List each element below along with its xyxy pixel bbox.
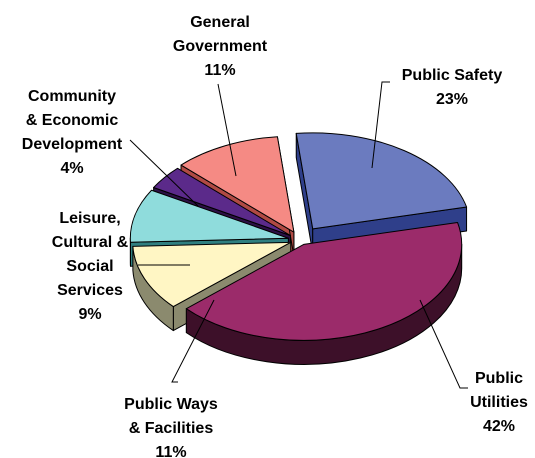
label-general-government-line-2: Government — [173, 38, 268, 55]
leader-lines — [129, 81, 468, 389]
label-public-ways-line-1: Public Ways — [124, 396, 218, 413]
slice-public-utilities — [185, 221, 463, 341]
leader-public-safety — [371, 81, 390, 169]
label-public-utilities-value: 42% — [483, 418, 515, 435]
label-public-ways: Public Ways & Facilities 11% — [124, 396, 218, 458]
label-leisure-line-2: Cultural & — [52, 234, 129, 251]
leader-general-government — [217, 83, 237, 177]
label-public-utilities: Public Utilities 42% — [470, 370, 528, 435]
label-public-safety-line-1: Public Safety — [402, 67, 503, 84]
label-public-utilities-line-2: Utilities — [470, 394, 528, 411]
label-general-government-line-1: General — [190, 14, 250, 31]
label-general-government-value: 11% — [204, 62, 235, 79]
label-public-safety-value: 23% — [436, 91, 468, 108]
label-general-government: General Government 11% — [173, 14, 268, 79]
label-leisure-line-3: Social — [66, 258, 113, 275]
label-community-line-3: Development — [22, 136, 123, 153]
label-leisure-line-1: Leisure, — [59, 210, 120, 227]
slice-tops — [129, 132, 468, 341]
label-public-utilities-line-1: Public — [475, 370, 523, 387]
leader-public-utilities — [419, 299, 468, 389]
label-community: Community & Economic Development 4% — [22, 88, 123, 177]
label-leisure-line-4: Services — [57, 282, 123, 299]
slice-general-government — [180, 136, 295, 233]
slice-public-ways — [132, 241, 292, 308]
label-public-ways-value: 11% — [155, 444, 186, 458]
label-leisure: Leisure, Cultural & Social Services 9% — [52, 210, 129, 323]
label-leisure-value: 9% — [78, 306, 101, 323]
slice-public-safety — [295, 132, 468, 230]
label-community-line-2: & Economic — [26, 112, 119, 129]
label-community-line-1: Community — [28, 88, 116, 105]
label-public-safety: Public Safety 23% — [402, 67, 503, 108]
label-community-value: 4% — [60, 160, 83, 177]
slice-leisure — [129, 189, 289, 243]
label-public-ways-line-2: & Facilities — [129, 420, 214, 437]
slice-community — [153, 167, 291, 236]
leader-public-ways — [171, 299, 215, 383]
leader-community — [129, 139, 199, 207]
